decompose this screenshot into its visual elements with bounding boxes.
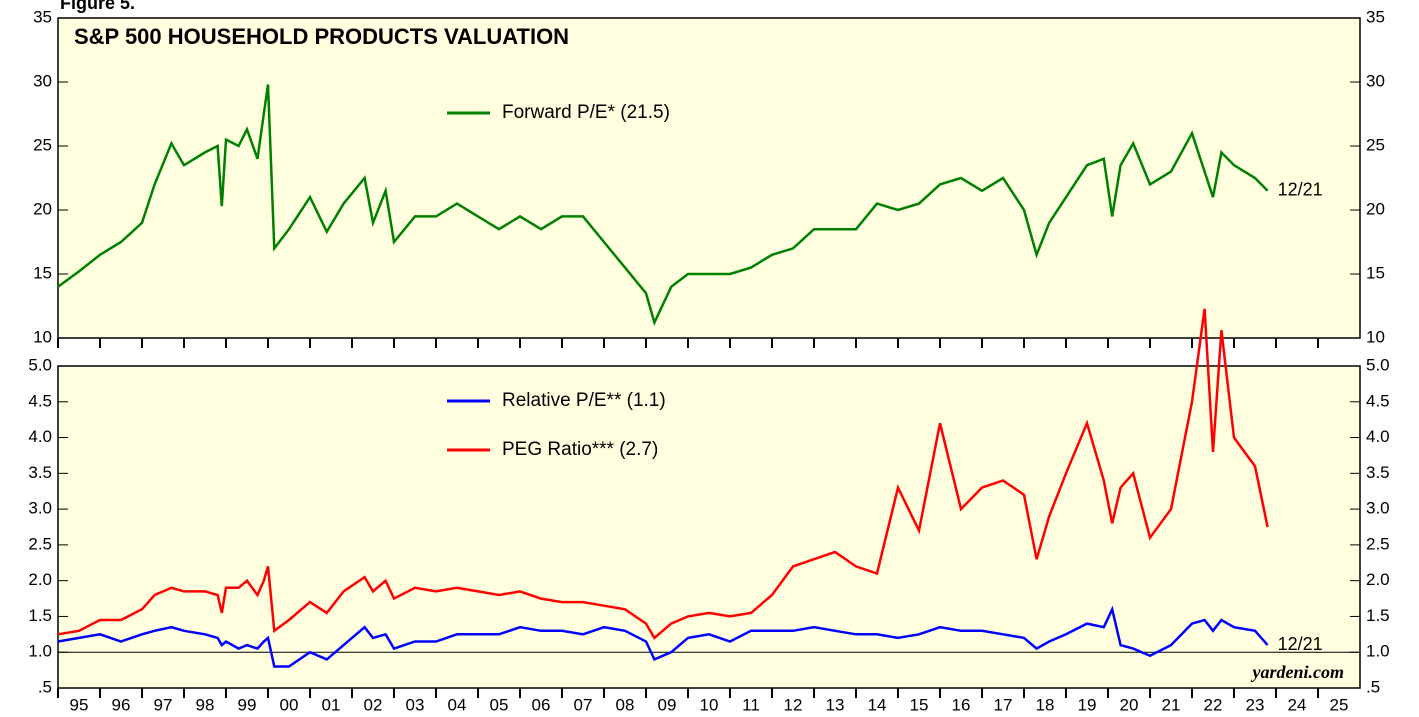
x-tick-label: 04: [448, 695, 467, 714]
y-tick-label: 3.5: [28, 463, 52, 482]
x-tick-label: 15: [910, 695, 929, 714]
x-tick-label: 96: [112, 695, 131, 714]
x-tick-label: 98: [196, 695, 215, 714]
series-line: [57, 84, 1269, 327]
x-tick-label: 95: [70, 695, 89, 714]
y-tick-label: 35: [33, 7, 52, 26]
y2-tick-label: 4.0: [1366, 427, 1390, 446]
y-tick-label: 2.0: [28, 570, 52, 589]
plot-area: [57, 365, 1361, 689]
x-tick-label: 11: [742, 695, 760, 714]
end-label: 12/21: [1278, 634, 1323, 654]
y2-tick-label: 1.5: [1366, 606, 1390, 625]
x-tick-label: 13: [826, 695, 845, 714]
x-tick-label: 06: [532, 695, 551, 714]
legend-label: PEG Ratio*** (2.7): [502, 439, 658, 460]
legend-label: Forward P/E* (21.5): [502, 102, 670, 123]
y2-tick-label: 3.5: [1366, 463, 1390, 482]
x-tick-label: 25: [1330, 695, 1349, 714]
figure-label: Figure 5.: [60, 0, 135, 13]
y-tick-label: 3.0: [28, 499, 52, 518]
y2-tick-label: 10: [1366, 327, 1385, 346]
x-tick-label: 22: [1204, 695, 1223, 714]
x-tick-label: 12: [784, 695, 803, 714]
y2-tick-label: 5.0: [1366, 355, 1390, 374]
x-tick-label: 01: [322, 695, 341, 714]
y2-tick-label: 25: [1366, 135, 1385, 154]
y-tick-label: .5: [38, 677, 52, 696]
end-label: 12/21: [1278, 180, 1323, 200]
chart-title: S&P 500 HOUSEHOLD PRODUCTS VALUATION: [74, 24, 569, 49]
y2-tick-label: 35: [1366, 7, 1385, 26]
legend-label: Relative P/E** (1.1): [502, 390, 666, 411]
x-tick-label: 00: [280, 695, 299, 714]
x-tick-label: 09: [658, 695, 677, 714]
x-tick-label: 23: [1246, 695, 1265, 714]
y2-tick-label: 30: [1366, 71, 1385, 90]
x-tick-label: 10: [700, 695, 719, 714]
y2-tick-label: .5: [1366, 677, 1380, 696]
source: yardeni.com: [1251, 662, 1345, 682]
y2-tick-label: 20: [1366, 199, 1385, 218]
y-tick-label: 1.5: [28, 606, 52, 625]
series-line: [57, 308, 1269, 640]
x-tick-label: 17: [994, 695, 1013, 714]
y-tick-label: 10: [33, 327, 52, 346]
y2-tick-label: 3.0: [1366, 499, 1390, 518]
y2-tick-label: 2.5: [1366, 534, 1390, 553]
y-tick-label: 30: [33, 71, 52, 90]
y-tick-label: 1.0: [28, 642, 52, 661]
x-tick-label: 19: [1078, 695, 1097, 714]
y-tick-label: 4.0: [28, 427, 52, 446]
y-tick-label: 20: [33, 199, 52, 218]
y2-tick-label: 1.0: [1366, 642, 1390, 661]
y2-tick-label: 4.5: [1366, 391, 1390, 410]
x-tick-label: 97: [154, 695, 173, 714]
x-tick-label: 18: [1036, 695, 1055, 714]
y-tick-label: 4.5: [28, 391, 52, 410]
x-tick-label: 05: [490, 695, 509, 714]
x-tick-label: 02: [364, 695, 383, 714]
y2-tick-label: 15: [1366, 263, 1385, 282]
x-tick-label: 07: [574, 695, 593, 714]
x-tick-label: 03: [406, 695, 425, 714]
series-line: [57, 605, 1269, 668]
x-tick-label: 08: [616, 695, 635, 714]
x-tick-label: 16: [952, 695, 971, 714]
y-tick-label: 15: [33, 263, 52, 282]
y2-tick-label: 2.0: [1366, 570, 1390, 589]
x-tick-label: 24: [1288, 695, 1307, 714]
x-tick-label: 14: [868, 695, 887, 714]
y-tick-label: 5.0: [28, 355, 52, 374]
y-tick-label: 25: [33, 135, 52, 154]
x-tick-label: 20: [1120, 695, 1139, 714]
x-tick-label: 99: [238, 695, 257, 714]
y-tick-label: 2.5: [28, 534, 52, 553]
plot-area: [57, 17, 1361, 339]
x-tick-label: 21: [1162, 695, 1181, 714]
